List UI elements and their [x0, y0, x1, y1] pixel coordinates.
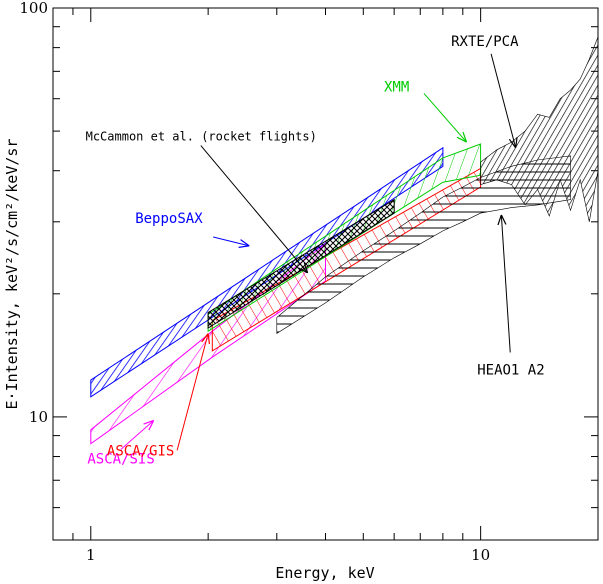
annotation-bepposax: BeppoSAX — [135, 211, 203, 227]
y-axis-label: E·Intensity, keV²/s/cm²/keV/sr — [3, 139, 21, 410]
y-tick-label: 10 — [29, 408, 48, 426]
x-axis-label: Energy, keV — [275, 564, 374, 582]
arrow-rxte-pca — [491, 54, 516, 148]
chart: 1 1010100 BeppoSAXASCA/SISASCA/GISXMMMcCa… — [0, 0, 603, 584]
band-bepposax — [91, 148, 443, 397]
annotation-xmm: XMM — [384, 79, 409, 95]
annotation-mccammon-et-al-rocket-flights: McCammon et al. (rocket flights) — [86, 130, 317, 144]
arrow-mccammon-et-al-rocket-flights — [201, 146, 308, 273]
annotation-asca-gis: ASCA/GIS — [107, 443, 174, 459]
x-tick-label: 1 — [86, 546, 96, 564]
bands-layer — [91, 37, 598, 444]
x-tick-label: 10 — [471, 546, 490, 564]
y-tick-label: 100 — [19, 0, 48, 17]
arrow-heao1-a2 — [501, 215, 510, 353]
annotation-heao1-a2: HEAO1 A2 — [477, 362, 544, 378]
arrow-xmm — [424, 93, 467, 142]
arrow-bepposax — [213, 237, 249, 246]
band-asca-gis — [212, 169, 480, 351]
annotation-rxte-pca: RXTE/PCA — [451, 34, 519, 50]
